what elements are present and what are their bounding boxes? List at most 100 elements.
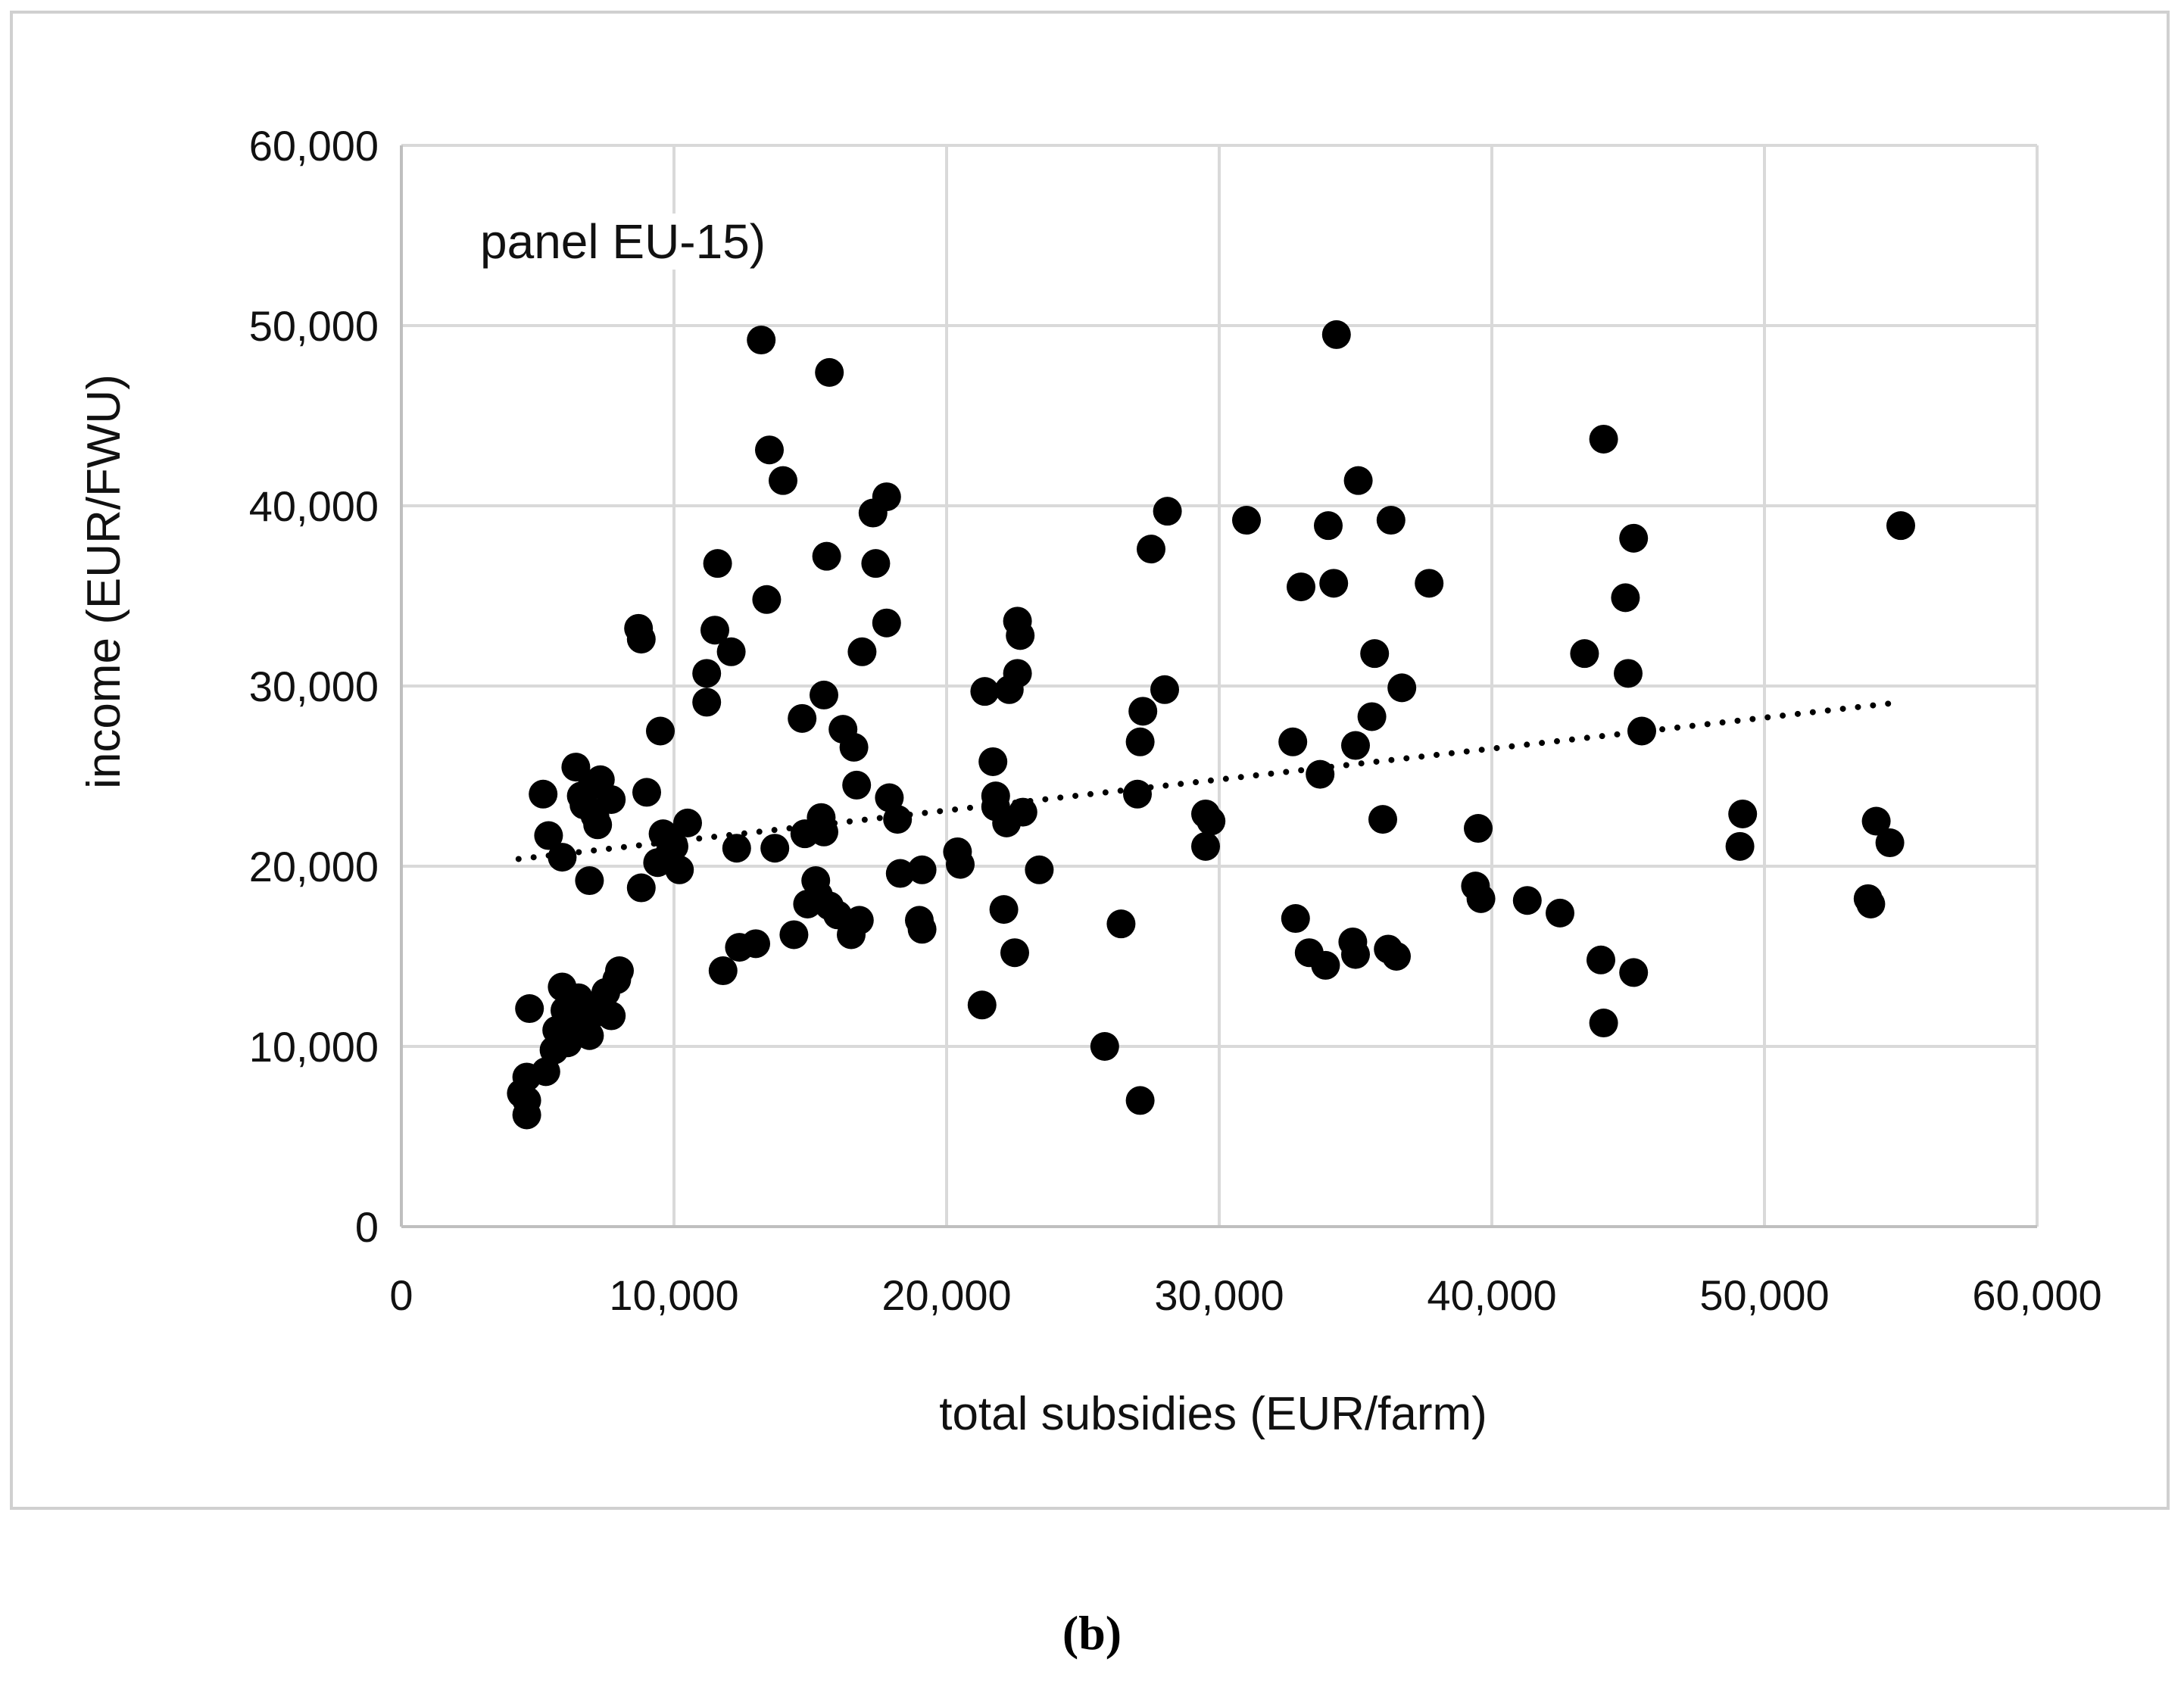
data-point	[1415, 569, 1444, 598]
data-point	[1125, 727, 1155, 756]
data-point	[839, 732, 869, 762]
chart-frame	[10, 11, 2170, 1510]
data-point	[626, 873, 656, 903]
data-point	[812, 541, 841, 571]
data-point	[741, 929, 770, 959]
data-point	[575, 866, 604, 896]
y-tick-label: 60,000	[249, 122, 379, 170]
data-point	[1725, 831, 1755, 861]
data-point	[1191, 831, 1220, 861]
data-point	[1619, 958, 1649, 987]
data-point	[692, 659, 722, 688]
data-point	[1306, 759, 1335, 789]
x-tick-label: 50,000	[1699, 1271, 1829, 1319]
data-point	[883, 805, 913, 834]
data-point	[875, 783, 904, 812]
data-point	[946, 850, 975, 879]
data-point	[1003, 659, 1032, 688]
tick-labels: 0 10,000 20,000 30,000 40,000 50,000 60,000 0 10…	[249, 122, 2102, 1319]
data-point	[1589, 424, 1618, 454]
data-point	[597, 1001, 626, 1031]
data-point	[1466, 884, 1496, 913]
data-point	[1861, 806, 1891, 836]
x-tick-label: 40,000	[1427, 1271, 1556, 1319]
data-point	[626, 625, 656, 654]
data-point	[810, 817, 838, 847]
data-point	[815, 357, 844, 387]
data-point	[1875, 828, 1905, 858]
data-point	[1512, 886, 1542, 915]
data-point	[703, 549, 732, 578]
data-point	[989, 895, 1019, 925]
data-point	[752, 585, 782, 614]
data-point	[1197, 806, 1226, 836]
x-tick-label: 10,000	[609, 1271, 738, 1319]
data-point	[512, 1086, 541, 1115]
y-tick-label: 50,000	[249, 302, 379, 350]
trendline	[515, 699, 1904, 862]
y-tick-label: 30,000	[249, 663, 379, 710]
x-axis-title: total subsidies (EUR/farm)	[939, 1388, 1487, 1440]
data-point	[673, 808, 702, 837]
data-point	[1128, 697, 1158, 726]
data-point	[575, 1021, 604, 1050]
data-point	[1232, 506, 1261, 535]
data-point	[755, 435, 784, 465]
y-tick-label: 40,000	[249, 482, 379, 530]
data-point	[1382, 942, 1411, 971]
data-point	[605, 956, 634, 986]
data-point	[1106, 909, 1136, 939]
data-point	[1008, 797, 1037, 827]
data-point	[1090, 1032, 1119, 1061]
data-point	[534, 821, 563, 850]
data-point	[1287, 572, 1315, 602]
data-point	[692, 688, 722, 717]
data-point	[788, 703, 817, 733]
data-point	[1321, 320, 1351, 349]
data-point	[1589, 1009, 1618, 1038]
data-point	[872, 608, 901, 638]
data-point	[597, 784, 626, 814]
data-point	[769, 466, 797, 495]
y-axis-title: income (EUR/FWU)	[78, 374, 130, 789]
data-point	[1886, 511, 1915, 541]
data-point	[1376, 506, 1406, 535]
data-point	[1125, 1086, 1155, 1115]
data-point	[907, 915, 937, 944]
data-point	[632, 778, 661, 807]
data-point	[1343, 466, 1373, 495]
data-point	[548, 843, 577, 872]
y-tick-label: 20,000	[249, 843, 379, 890]
data-point	[861, 549, 891, 578]
data-point	[1137, 535, 1165, 564]
data-point	[842, 770, 872, 800]
data-point	[1281, 904, 1310, 934]
data-point	[1341, 940, 1370, 969]
figure-label-text: (b)	[1062, 1606, 1122, 1660]
y-tick-label: 10,000	[249, 1023, 379, 1071]
data-point	[1150, 675, 1179, 704]
data-point	[967, 990, 997, 1020]
data-point	[1319, 569, 1349, 598]
data-point	[1314, 511, 1343, 541]
data-point	[1856, 889, 1886, 918]
trendline-line	[515, 699, 1904, 862]
data-point	[722, 834, 751, 863]
data-point	[1123, 779, 1152, 809]
data-point	[708, 956, 738, 986]
data-point	[1619, 523, 1649, 553]
data-point	[515, 994, 544, 1024]
data-point	[665, 855, 694, 884]
data-point	[1357, 702, 1387, 731]
x-tick-label: 20,000	[881, 1271, 1011, 1319]
axes	[400, 145, 2037, 1228]
data-point	[810, 680, 838, 709]
x-tick-label: 60,000	[1972, 1271, 2101, 1319]
data-point	[1311, 950, 1340, 980]
data-point	[970, 677, 1000, 706]
data-point	[1000, 938, 1029, 968]
data-point	[907, 855, 937, 884]
y-tick-label: 0	[355, 1203, 379, 1251]
data-point	[553, 1028, 582, 1058]
data-point	[583, 810, 613, 840]
